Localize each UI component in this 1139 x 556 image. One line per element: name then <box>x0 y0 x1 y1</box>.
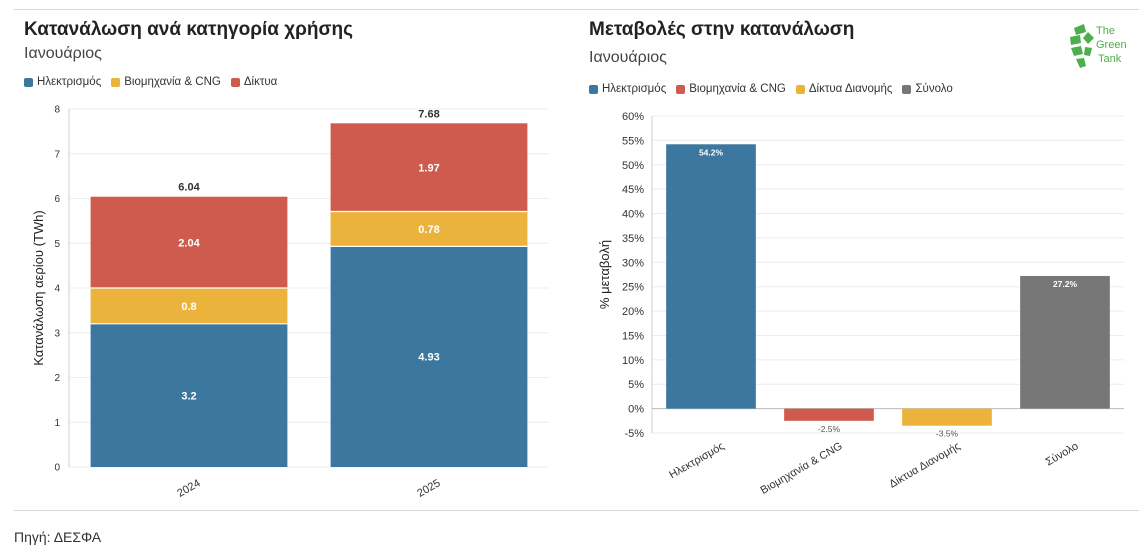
y-tick-label: 0% <box>628 404 644 416</box>
segment-label: 3.2 <box>181 390 196 402</box>
legend-item-total[interactable]: Σύνολο <box>902 83 953 95</box>
y-tick-label: 35% <box>622 233 644 245</box>
bar-segment <box>90 196 288 288</box>
logo-text-green: Green <box>1096 39 1127 51</box>
y-tick-label: 7 <box>54 149 60 160</box>
y-tick-label: 5 <box>54 239 60 250</box>
y-tick-label: 8 <box>54 105 60 116</box>
left-chart-subtitle: Ιανουάριος <box>24 45 102 62</box>
bar-segment <box>330 123 528 212</box>
bar-segment <box>330 211 528 247</box>
bar-segment <box>90 288 288 324</box>
legend-item-electricity[interactable]: Ηλεκτρισμός <box>589 83 666 95</box>
legend-swatch <box>902 84 912 94</box>
legend-label: Ηλεκτρισμός <box>37 76 102 88</box>
right-legend: Ηλεκτρισμός Βιομηχανία & CNG Δίκτυα Διαν… <box>589 83 953 95</box>
y-tick-label: 60% <box>622 111 644 123</box>
top-divider <box>14 9 1139 10</box>
right-chart-title: Μεταβολές στην κατανάλωση <box>589 19 855 40</box>
legend-swatch <box>111 77 121 87</box>
y-tick-label: 45% <box>622 184 644 196</box>
total-label: 7.68 <box>418 108 439 120</box>
source-note: Πηγή: ΔΕΣΦΑ <box>14 529 102 545</box>
bar-segment <box>90 323 288 467</box>
legend-item-networks[interactable]: Δίκτυα <box>230 76 278 88</box>
total-label: 6.04 <box>178 182 200 194</box>
y-tick-label: 15% <box>622 330 644 342</box>
segment-label: 2.04 <box>178 237 200 249</box>
y-tick-label: 0 <box>54 463 60 474</box>
y-tick-label: 5% <box>628 379 644 391</box>
y-tick-label: -5% <box>624 428 644 440</box>
x-tick-label: Ηλεκτρισμός <box>667 440 726 481</box>
y-tick-label: 20% <box>622 306 644 318</box>
bar-value-label: 27.2% <box>1053 279 1078 289</box>
right-chart-subtitle: Ιανουάριος <box>589 49 667 66</box>
legend-item-industry[interactable]: Βιομηχανία & CNG <box>111 76 221 88</box>
logo-text-tank: Tank <box>1098 53 1122 65</box>
y-tick-label: 55% <box>622 135 644 147</box>
y-tick-label: 3 <box>54 328 60 339</box>
bar <box>902 408 992 426</box>
segment-label: 1.97 <box>418 162 439 174</box>
bar <box>1020 275 1110 409</box>
change-bar-chart: -5% 0% 5% 10% 15% 20% 25% 30% 35% 40% 45% 50% 55% 60%… <box>597 111 1124 497</box>
legend-swatch <box>230 77 240 87</box>
legend-label: Δίκτυα <box>243 76 278 88</box>
segment-label: 0.8 <box>181 301 196 313</box>
legend-swatch <box>24 77 33 87</box>
y-tick-label: 6 <box>54 194 60 205</box>
y-axis-title: Κατανάλωση αερίου (TWh) <box>31 210 46 365</box>
x-tick-label: Σύνολο <box>1044 440 1081 468</box>
left-chart-panel: Κατανάλωση ανά κατηγορία χρήσης Ιανουάρι… <box>0 0 560 505</box>
bar-value-label: -3.5% <box>936 429 959 439</box>
y-tick-label: 1 <box>54 418 60 429</box>
y-axis-title: % μεταβολή <box>597 240 612 309</box>
segment-label: 0.78 <box>418 224 439 236</box>
left-legend: Ηλεκτρισμός Βιομηχανία & CNG Δίκτυα <box>24 76 277 88</box>
left-chart-title: Κατανάλωση ανά κατηγορία χρήσης <box>24 19 353 40</box>
legend-label: Βιομηχανία & CNG <box>124 76 221 88</box>
legend-label: Βιομηχανία & CNG <box>689 83 786 95</box>
bar <box>784 408 874 421</box>
y-tick-label: 2 <box>54 373 60 384</box>
legend-item-industry[interactable]: Βιομηχανία & CNG <box>676 83 786 95</box>
stacked-bar-chart: 0 1 2 3 4 5 6 7 8 Κατανάλωση αερίου (TWh) 3.2 0.8 2.… <box>31 105 549 500</box>
x-tick-label: 2024 <box>175 477 202 500</box>
y-tick-label: 25% <box>622 282 644 294</box>
legend-swatch <box>795 84 805 94</box>
y-tick-label: 30% <box>622 257 644 269</box>
bottom-divider <box>14 510 1139 511</box>
leaf-icon <box>1070 24 1094 68</box>
y-tick-label: 10% <box>622 355 644 367</box>
legend-label: Ηλεκτρισμός <box>602 83 667 95</box>
x-tick-label: Δίκτυα Διανομής <box>887 440 962 490</box>
x-tick-label: 2025 <box>415 477 442 500</box>
x-tick-label: Βιομηχανία & CNG <box>758 440 844 497</box>
the-green-tank-logo: The Green Tank <box>1070 24 1127 68</box>
y-tick-label: 4 <box>54 284 60 295</box>
bar-segment <box>330 246 528 467</box>
bar-value-label: -2.5% <box>818 424 841 434</box>
legend-swatch <box>676 84 686 94</box>
bar-value-label: 54.2% <box>699 147 724 157</box>
legend-item-electricity[interactable]: Ηλεκτρισμός <box>24 76 101 88</box>
legend-item-distribution[interactable]: Δίκτυα Διανομής <box>795 83 893 95</box>
segment-label: 4.93 <box>418 352 439 364</box>
logo-text-the: The <box>1096 25 1115 37</box>
y-tick-label: 40% <box>622 209 644 221</box>
legend-swatch <box>589 84 598 94</box>
right-chart-panel: Μεταβολές στην κατανάλωση Ιανουάριος Ηλε… <box>575 0 1139 505</box>
legend-label: Δίκτυα Διανομής <box>808 83 893 95</box>
legend-label: Σύνολο <box>915 83 953 95</box>
bar <box>666 144 756 409</box>
y-tick-label: 50% <box>622 160 644 172</box>
